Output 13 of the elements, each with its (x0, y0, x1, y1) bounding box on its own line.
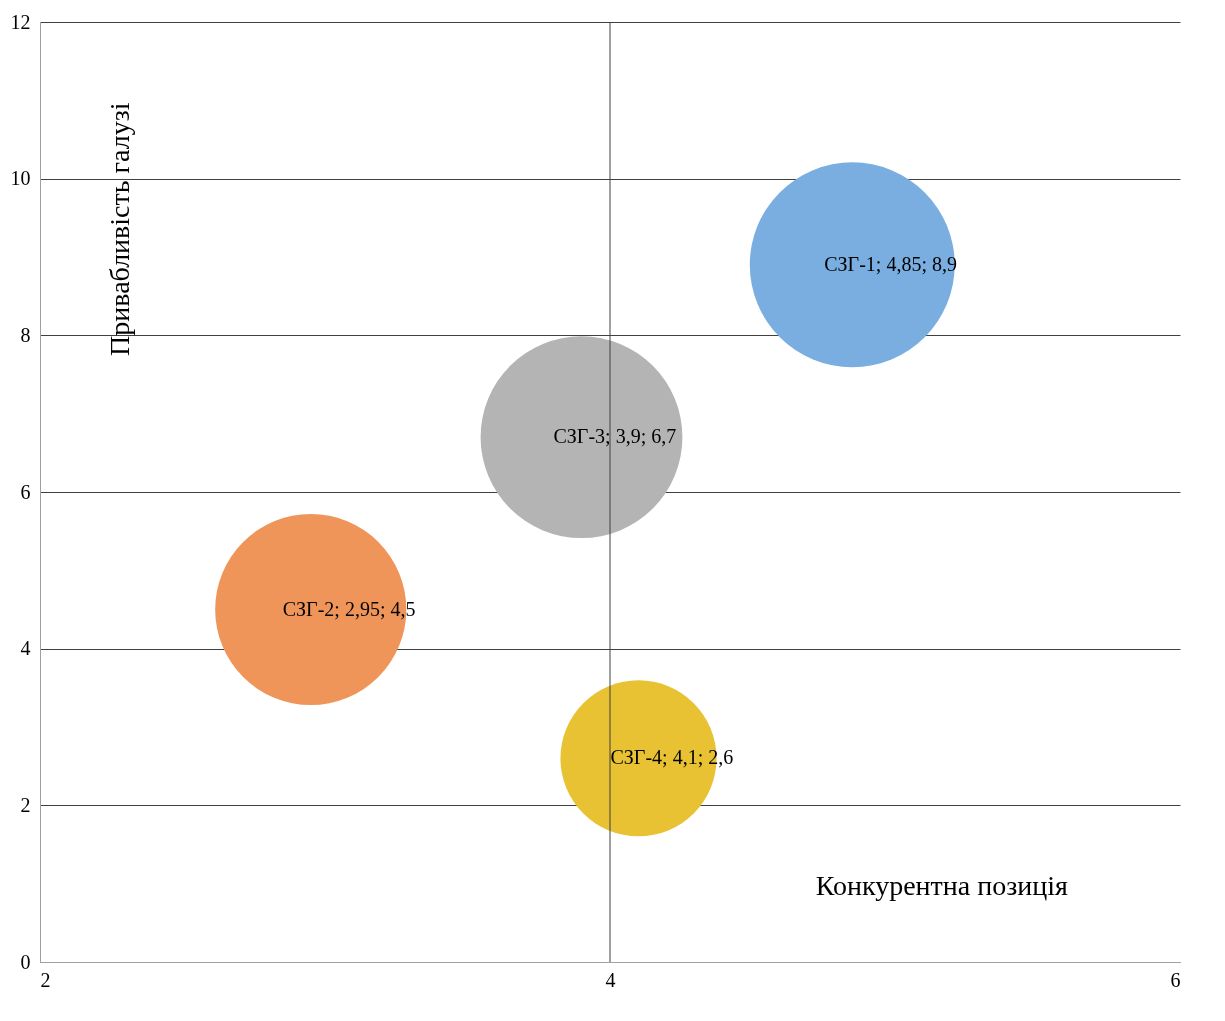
x-tick-label: 6 (1170, 968, 1181, 991)
y-tick-label: 12 (10, 10, 31, 33)
y-tick-label: 4 (20, 637, 31, 660)
y-tick-label: 6 (20, 480, 31, 503)
y-tick-label: 10 (10, 167, 31, 190)
data-label: СЗГ-3; 3,9; 6,7 (553, 425, 677, 448)
x-tick-label: 2 (40, 968, 51, 991)
y-tick-label: 2 (20, 793, 31, 816)
x-tick-label: 4 (605, 968, 616, 991)
x-axis-title: Конкурентна позиція (815, 869, 1069, 901)
y-tick-label: 0 (20, 950, 31, 973)
y-axis-title: Привабливість галузі (103, 102, 135, 356)
y-tick-label: 8 (20, 323, 31, 346)
